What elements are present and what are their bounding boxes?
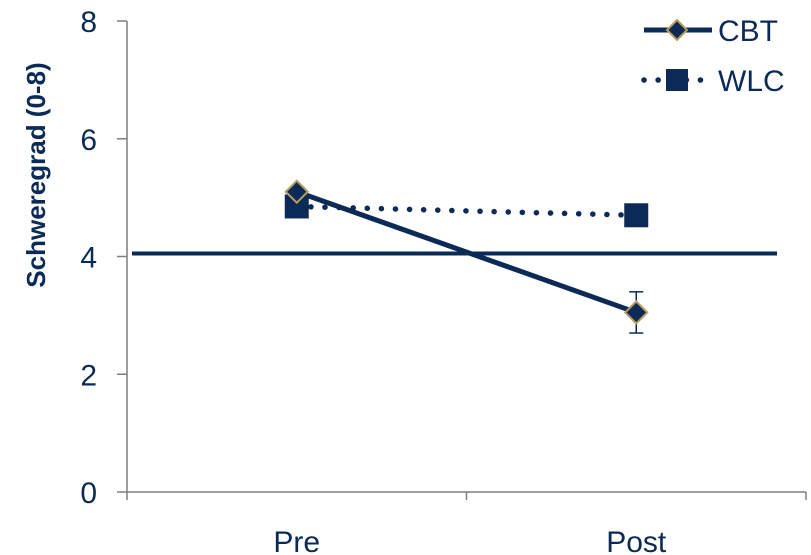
- y-tick-label: 4: [80, 242, 97, 275]
- legend-marker-cbt: [665, 18, 689, 42]
- data-point-wlc: [624, 203, 649, 228]
- series-line-cbt: [294, 189, 639, 315]
- series-group: [284, 179, 649, 334]
- y-tick-label: 8: [80, 6, 97, 39]
- x-tick-label: Post: [606, 526, 667, 555]
- legend-label-cbt: CBT: [718, 15, 778, 48]
- legend: CBT WLC: [641, 15, 785, 98]
- y-tick-label: 2: [80, 359, 97, 392]
- axes: 0 2 4 6 8 Pre Post: [80, 6, 807, 555]
- y-tick-label: 0: [80, 477, 97, 510]
- data-point-cbt: [284, 179, 310, 205]
- data-point-cbt: [623, 300, 649, 325]
- legend-marker-wlc: [666, 69, 688, 91]
- legend-label-wlc: WLC: [718, 65, 785, 98]
- x-tick-label: Pre: [273, 526, 320, 555]
- y-axis-title: Schweregrad (0-8): [21, 62, 51, 287]
- y-tick-label: 6: [80, 124, 97, 157]
- series-line-wlc: [294, 203, 639, 219]
